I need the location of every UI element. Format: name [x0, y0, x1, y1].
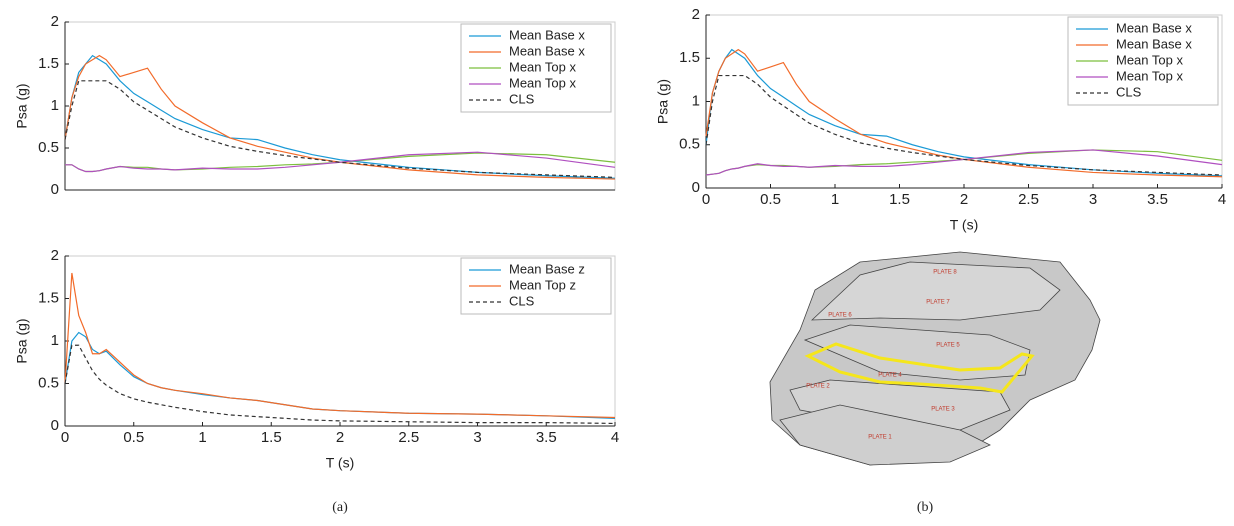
x-tick-label: 2	[960, 191, 968, 208]
y-tick-label: 1	[51, 332, 59, 349]
y-axis-label: Psa (g)	[14, 318, 30, 363]
y-tick-label: 2	[51, 13, 59, 30]
legend-label: Mean Base x	[509, 43, 585, 58]
plate-label: PLATE 6	[828, 313, 852, 319]
y-tick-label: 2	[692, 6, 700, 23]
x-tick-label: 1	[198, 429, 206, 446]
series-line	[65, 152, 615, 171]
y-tick-label: 0.5	[38, 139, 59, 156]
series-line	[706, 150, 1222, 175]
x-tick-label: 3	[1089, 191, 1097, 208]
legend-label: CLS	[509, 293, 535, 308]
x-tick-label: 1.5	[889, 191, 910, 208]
legend-label: CLS	[509, 91, 535, 106]
x-tick-label: 2.5	[398, 429, 419, 446]
legend-label: Mean Top x	[1116, 68, 1183, 83]
y-tick-label: 1	[51, 97, 59, 114]
legend-label: Mean Top x	[1116, 52, 1183, 67]
y-tick-label: 1.5	[679, 49, 700, 66]
plate-label: PLATE 3	[931, 407, 955, 413]
x-axis-label: T (s)	[950, 217, 979, 233]
y-tick-label: 0	[51, 417, 59, 434]
plate-label: PLATE 2	[806, 384, 830, 390]
x-tick-label: 4	[1218, 191, 1226, 208]
x-axis-label: T (s)	[326, 455, 355, 471]
x-tick-label: 3.5	[1147, 191, 1168, 208]
y-tick-label: 1	[692, 92, 700, 109]
y-tick-label: 0	[51, 181, 59, 198]
x-tick-label: 2.5	[1018, 191, 1039, 208]
series-line	[706, 150, 1222, 175]
y-tick-label: 1.5	[38, 55, 59, 72]
x-tick-label: 0	[702, 191, 710, 208]
caption: (a)	[332, 500, 348, 515]
legend-label: Mean Base x	[1116, 20, 1192, 35]
x-tick-label: 4	[611, 429, 619, 446]
plate-label: PLATE 1	[868, 435, 892, 441]
legend-label: CLS	[1116, 84, 1142, 99]
figure: PLATE 8 PLATE 7 PLATE 6 PLATE 5 PLATE 4 …	[0, 0, 1234, 521]
x-tick-label: 0.5	[760, 191, 781, 208]
y-tick-label: 2	[51, 247, 59, 264]
x-tick-label: 3	[473, 429, 481, 446]
x-tick-label: 1	[831, 191, 839, 208]
x-tick-label: 2	[336, 429, 344, 446]
plate-label: PLATE 7	[926, 300, 950, 306]
y-tick-label: 0.5	[38, 374, 59, 391]
legend-label: Mean Base x	[509, 27, 585, 42]
legend-label: Mean Top x	[509, 59, 576, 74]
x-tick-label: 0	[61, 429, 69, 446]
y-tick-label: 1.5	[38, 289, 59, 306]
series-line	[65, 345, 615, 423]
y-tick-label: 0	[692, 179, 700, 196]
y-axis-label: Psa (g)	[655, 79, 671, 124]
plate-label: PLATE 5	[936, 343, 960, 349]
legend-label: Mean Base z	[509, 261, 585, 276]
y-axis-label: Psa (g)	[14, 83, 30, 128]
y-tick-label: 0.5	[679, 136, 700, 153]
legend-label: Mean Top z	[509, 277, 576, 292]
x-tick-label: 0.5	[123, 429, 144, 446]
plate-label: PLATE 8	[933, 270, 957, 276]
caption: (b)	[917, 500, 934, 515]
x-tick-label: 3.5	[536, 429, 557, 446]
legend-label: Mean Top x	[509, 75, 576, 90]
plate-label: PLATE 4	[878, 373, 902, 379]
legend-label: Mean Base x	[1116, 36, 1192, 51]
series-line	[65, 333, 615, 419]
x-tick-label: 1.5	[261, 429, 282, 446]
building-diagram	[770, 252, 1100, 465]
